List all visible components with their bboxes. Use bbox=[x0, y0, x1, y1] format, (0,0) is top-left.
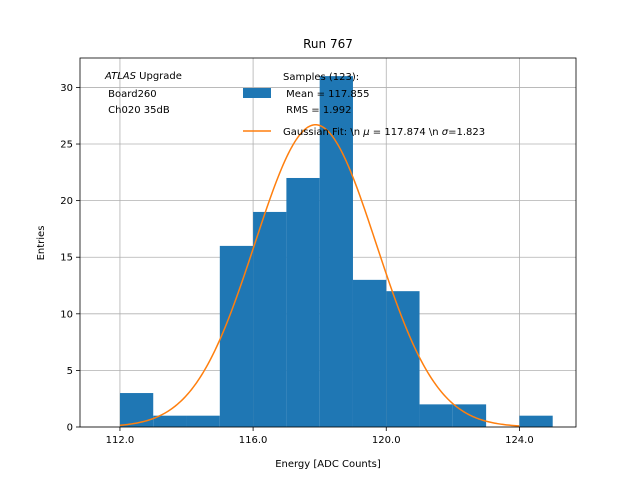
legend-samples-swatch bbox=[243, 88, 271, 98]
legend-samples-title: Samples (123): bbox=[283, 72, 359, 83]
legend: Samples (123): Mean = 117.855 RMS = 1.99… bbox=[243, 72, 485, 138]
histogram-bar bbox=[319, 76, 353, 428]
histogram-bar bbox=[352, 279, 387, 427]
histogram-bar bbox=[119, 393, 154, 427]
y-tick-label: 15 bbox=[60, 253, 73, 264]
x-axis-ticks: 112.0 116.0 120.0 124.0 bbox=[106, 427, 534, 446]
histogram-bar bbox=[153, 415, 187, 427]
histogram-bar bbox=[419, 404, 453, 427]
atlas-label: ATLAS bbox=[104, 71, 137, 82]
y-axis-ticks: 0 5 10 15 20 25 30 bbox=[60, 83, 80, 434]
board-label: Board260 bbox=[105, 89, 157, 100]
svg-text:ATLAS Upgrade: ATLAS Upgrade bbox=[104, 71, 182, 82]
histogram-bar bbox=[219, 245, 254, 427]
y-axis-label: Entries bbox=[36, 226, 47, 261]
x-tick-label: 116.0 bbox=[239, 435, 268, 446]
chart-title: Run 767 bbox=[303, 37, 353, 51]
legend-fit-sigma-value: =1.823 bbox=[448, 127, 485, 138]
histogram-bar bbox=[286, 177, 320, 427]
histogram-bar bbox=[386, 291, 420, 427]
atlas-annotation: ATLAS Upgrade Board260 Ch020 35dB bbox=[104, 71, 182, 116]
legend-samples-mean: Mean = 117.855 bbox=[283, 89, 370, 100]
y-tick-label: 5 bbox=[67, 366, 73, 377]
y-tick-label: 30 bbox=[60, 83, 73, 94]
x-axis-label: Energy [ADC Counts] bbox=[275, 459, 381, 470]
histogram-bar bbox=[519, 415, 553, 427]
y-tick-label: 0 bbox=[67, 423, 73, 434]
x-tick-label: 120.0 bbox=[372, 435, 401, 446]
svg-text:Gaussian Fit: \n μ = 117.874 \: Gaussian Fit: \n μ = 117.874 \n σ=1.823 bbox=[283, 127, 485, 138]
channel-label: Ch020 35dB bbox=[105, 105, 170, 116]
upgrade-label: Upgrade bbox=[136, 71, 182, 82]
legend-fit-sigma-symbol: σ bbox=[442, 127, 449, 138]
legend-samples-rms: RMS = 1.992 bbox=[283, 105, 351, 116]
x-tick-label: 124.0 bbox=[505, 435, 534, 446]
y-tick-label: 10 bbox=[60, 309, 73, 320]
legend-fit-prefix: Gaussian Fit: \n bbox=[283, 127, 363, 138]
y-tick-label: 20 bbox=[60, 196, 73, 207]
plot-frame bbox=[79, 57, 577, 428]
histogram-bar bbox=[253, 211, 287, 427]
gaussian-fit-curve bbox=[119, 124, 520, 427]
legend-fit-mu-value: = 117.874 \n bbox=[370, 127, 442, 138]
legend-fit-mu-symbol: μ bbox=[362, 127, 369, 138]
x-tick-label: 112.0 bbox=[106, 435, 135, 446]
histogram-bar bbox=[186, 415, 220, 427]
y-tick-label: 25 bbox=[60, 140, 73, 151]
